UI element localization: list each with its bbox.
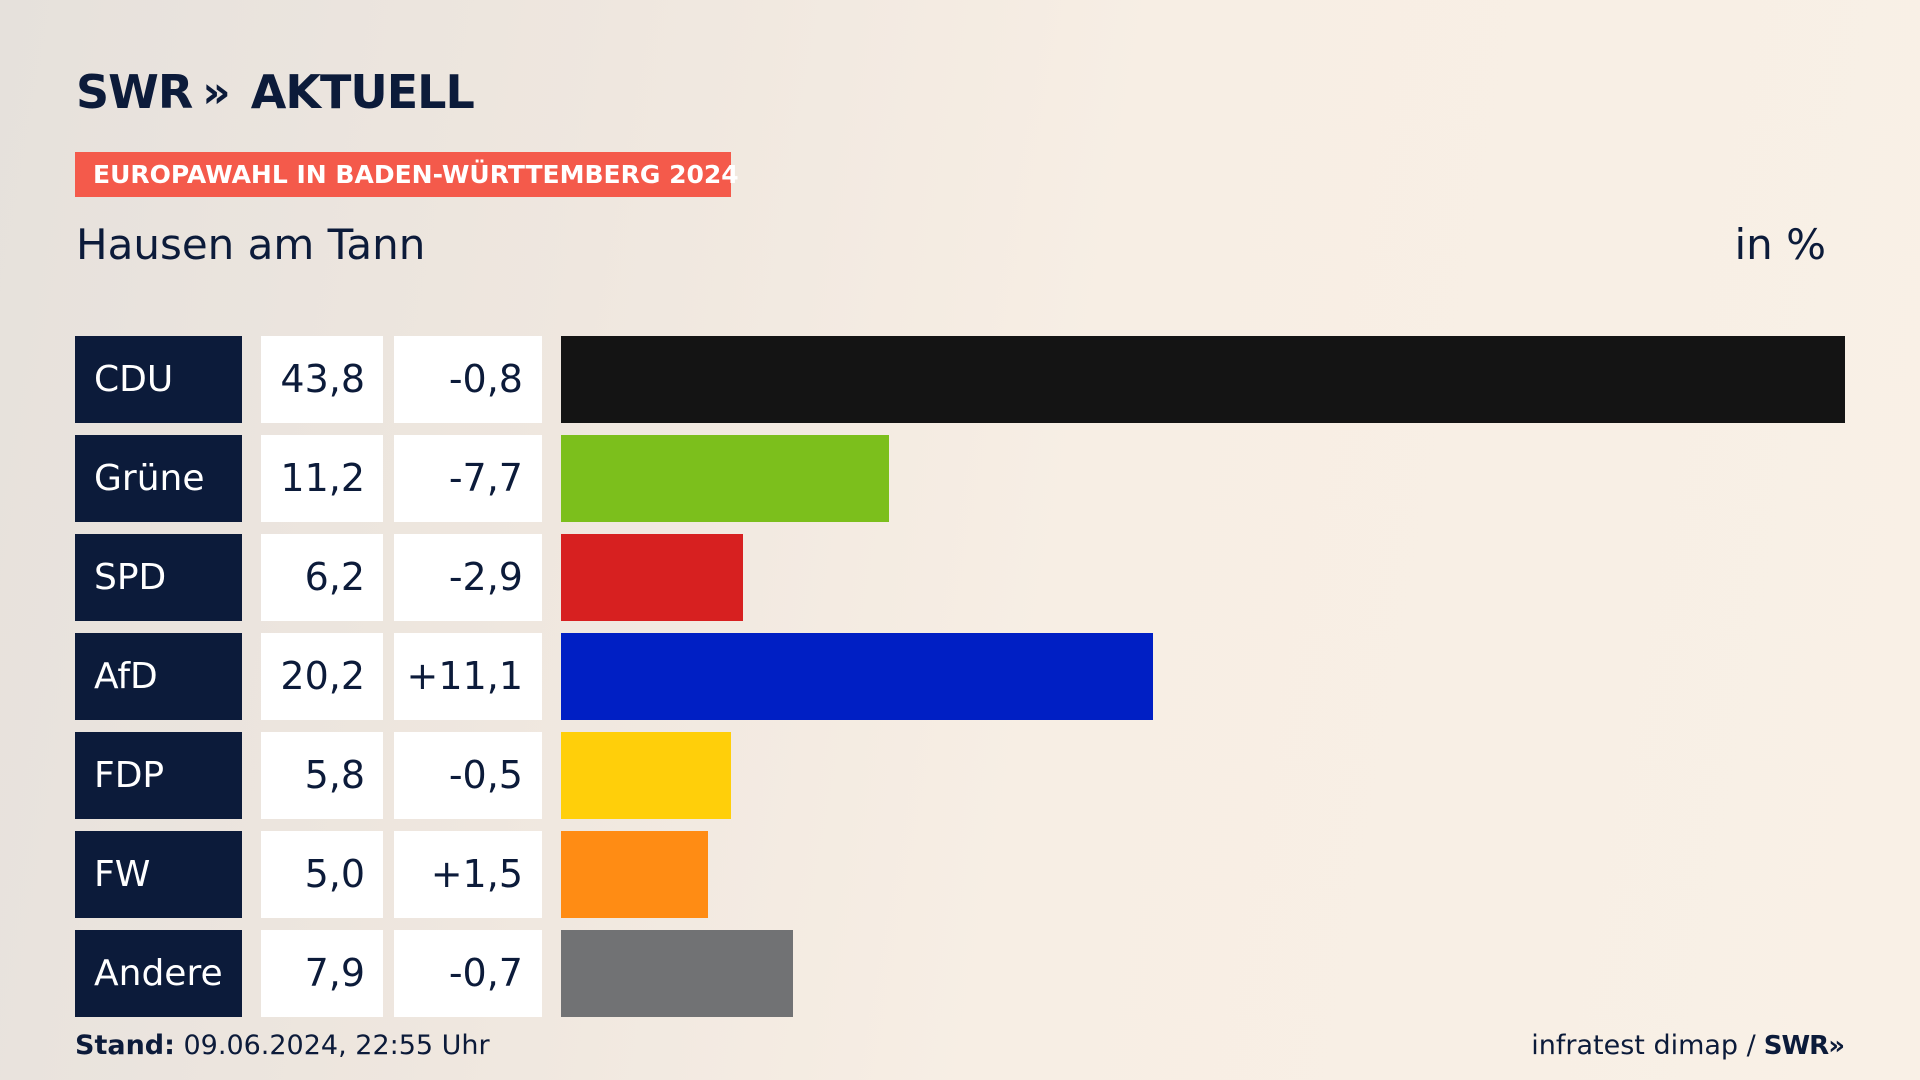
party-label: SPD: [75, 534, 242, 621]
party-row-grüne: Grüne 11,2 -7,7: [75, 435, 1845, 522]
bar-andere: [561, 930, 793, 1017]
change-label: -7,7: [394, 435, 542, 522]
logo-product-text: AKTUELL: [250, 65, 475, 119]
logo-chevron-icon: »: [202, 66, 231, 118]
vote-share-label: 11,2: [261, 435, 383, 522]
bar-fw: [561, 831, 708, 918]
party-row-spd: SPD 6,2 -2,9: [75, 534, 1845, 621]
party-label: FW: [75, 831, 242, 918]
vote-share-label: 20,2: [261, 633, 383, 720]
vote-share-label: 7,9: [261, 930, 383, 1017]
bar-afd: [561, 633, 1153, 720]
unit-label: in %: [1734, 220, 1826, 269]
swr-small-logo: SWR»: [1763, 1030, 1845, 1061]
source-credit: infratest dimap / SWR»: [1531, 1030, 1845, 1061]
change-label: -0,7: [394, 930, 542, 1017]
logo-swr-text: SWR: [76, 65, 193, 119]
bar-cdu: [561, 336, 1845, 423]
vote-share-label: 43,8: [261, 336, 383, 423]
chart-title: Hausen am Tann: [76, 220, 426, 269]
party-label: CDU: [75, 336, 242, 423]
party-label: Andere: [75, 930, 242, 1017]
party-row-afd: AfD 20,2 +11,1: [75, 633, 1845, 720]
bar-spd: [561, 534, 743, 621]
party-row-andere: Andere 7,9 -0,7: [75, 930, 1845, 1017]
change-label: -2,9: [394, 534, 542, 621]
swr-aktuell-logo: SWR» AKTUELL: [76, 65, 475, 119]
party-row-cdu: CDU 43,8 -0,8: [75, 336, 1845, 423]
change-label: +11,1: [394, 633, 542, 720]
bar-fdp: [561, 732, 731, 819]
vote-share-label: 5,8: [261, 732, 383, 819]
source-text: infratest dimap /: [1531, 1030, 1756, 1061]
timestamp: Stand: 09.06.2024, 22:55 Uhr: [75, 1030, 490, 1061]
vote-share-label: 6,2: [261, 534, 383, 621]
vote-share-label: 5,0: [261, 831, 383, 918]
party-row-fdp: FDP 5,8 -0,5: [75, 732, 1845, 819]
stand-label: Stand:: [75, 1030, 175, 1061]
stand-value: 09.06.2024, 22:55 Uhr: [174, 1030, 490, 1061]
party-label: Grüne: [75, 435, 242, 522]
change-label: -0,8: [394, 336, 542, 423]
election-badge: EUROPAWAHL IN BADEN-WÜRTTEMBERG 2024: [75, 152, 739, 197]
bar-grüne: [561, 435, 889, 522]
party-label: AfD: [75, 633, 242, 720]
change-label: +1,5: [394, 831, 542, 918]
change-label: -0,5: [394, 732, 542, 819]
party-label: FDP: [75, 732, 242, 819]
party-row-fw: FW 5,0 +1,5: [75, 831, 1845, 918]
